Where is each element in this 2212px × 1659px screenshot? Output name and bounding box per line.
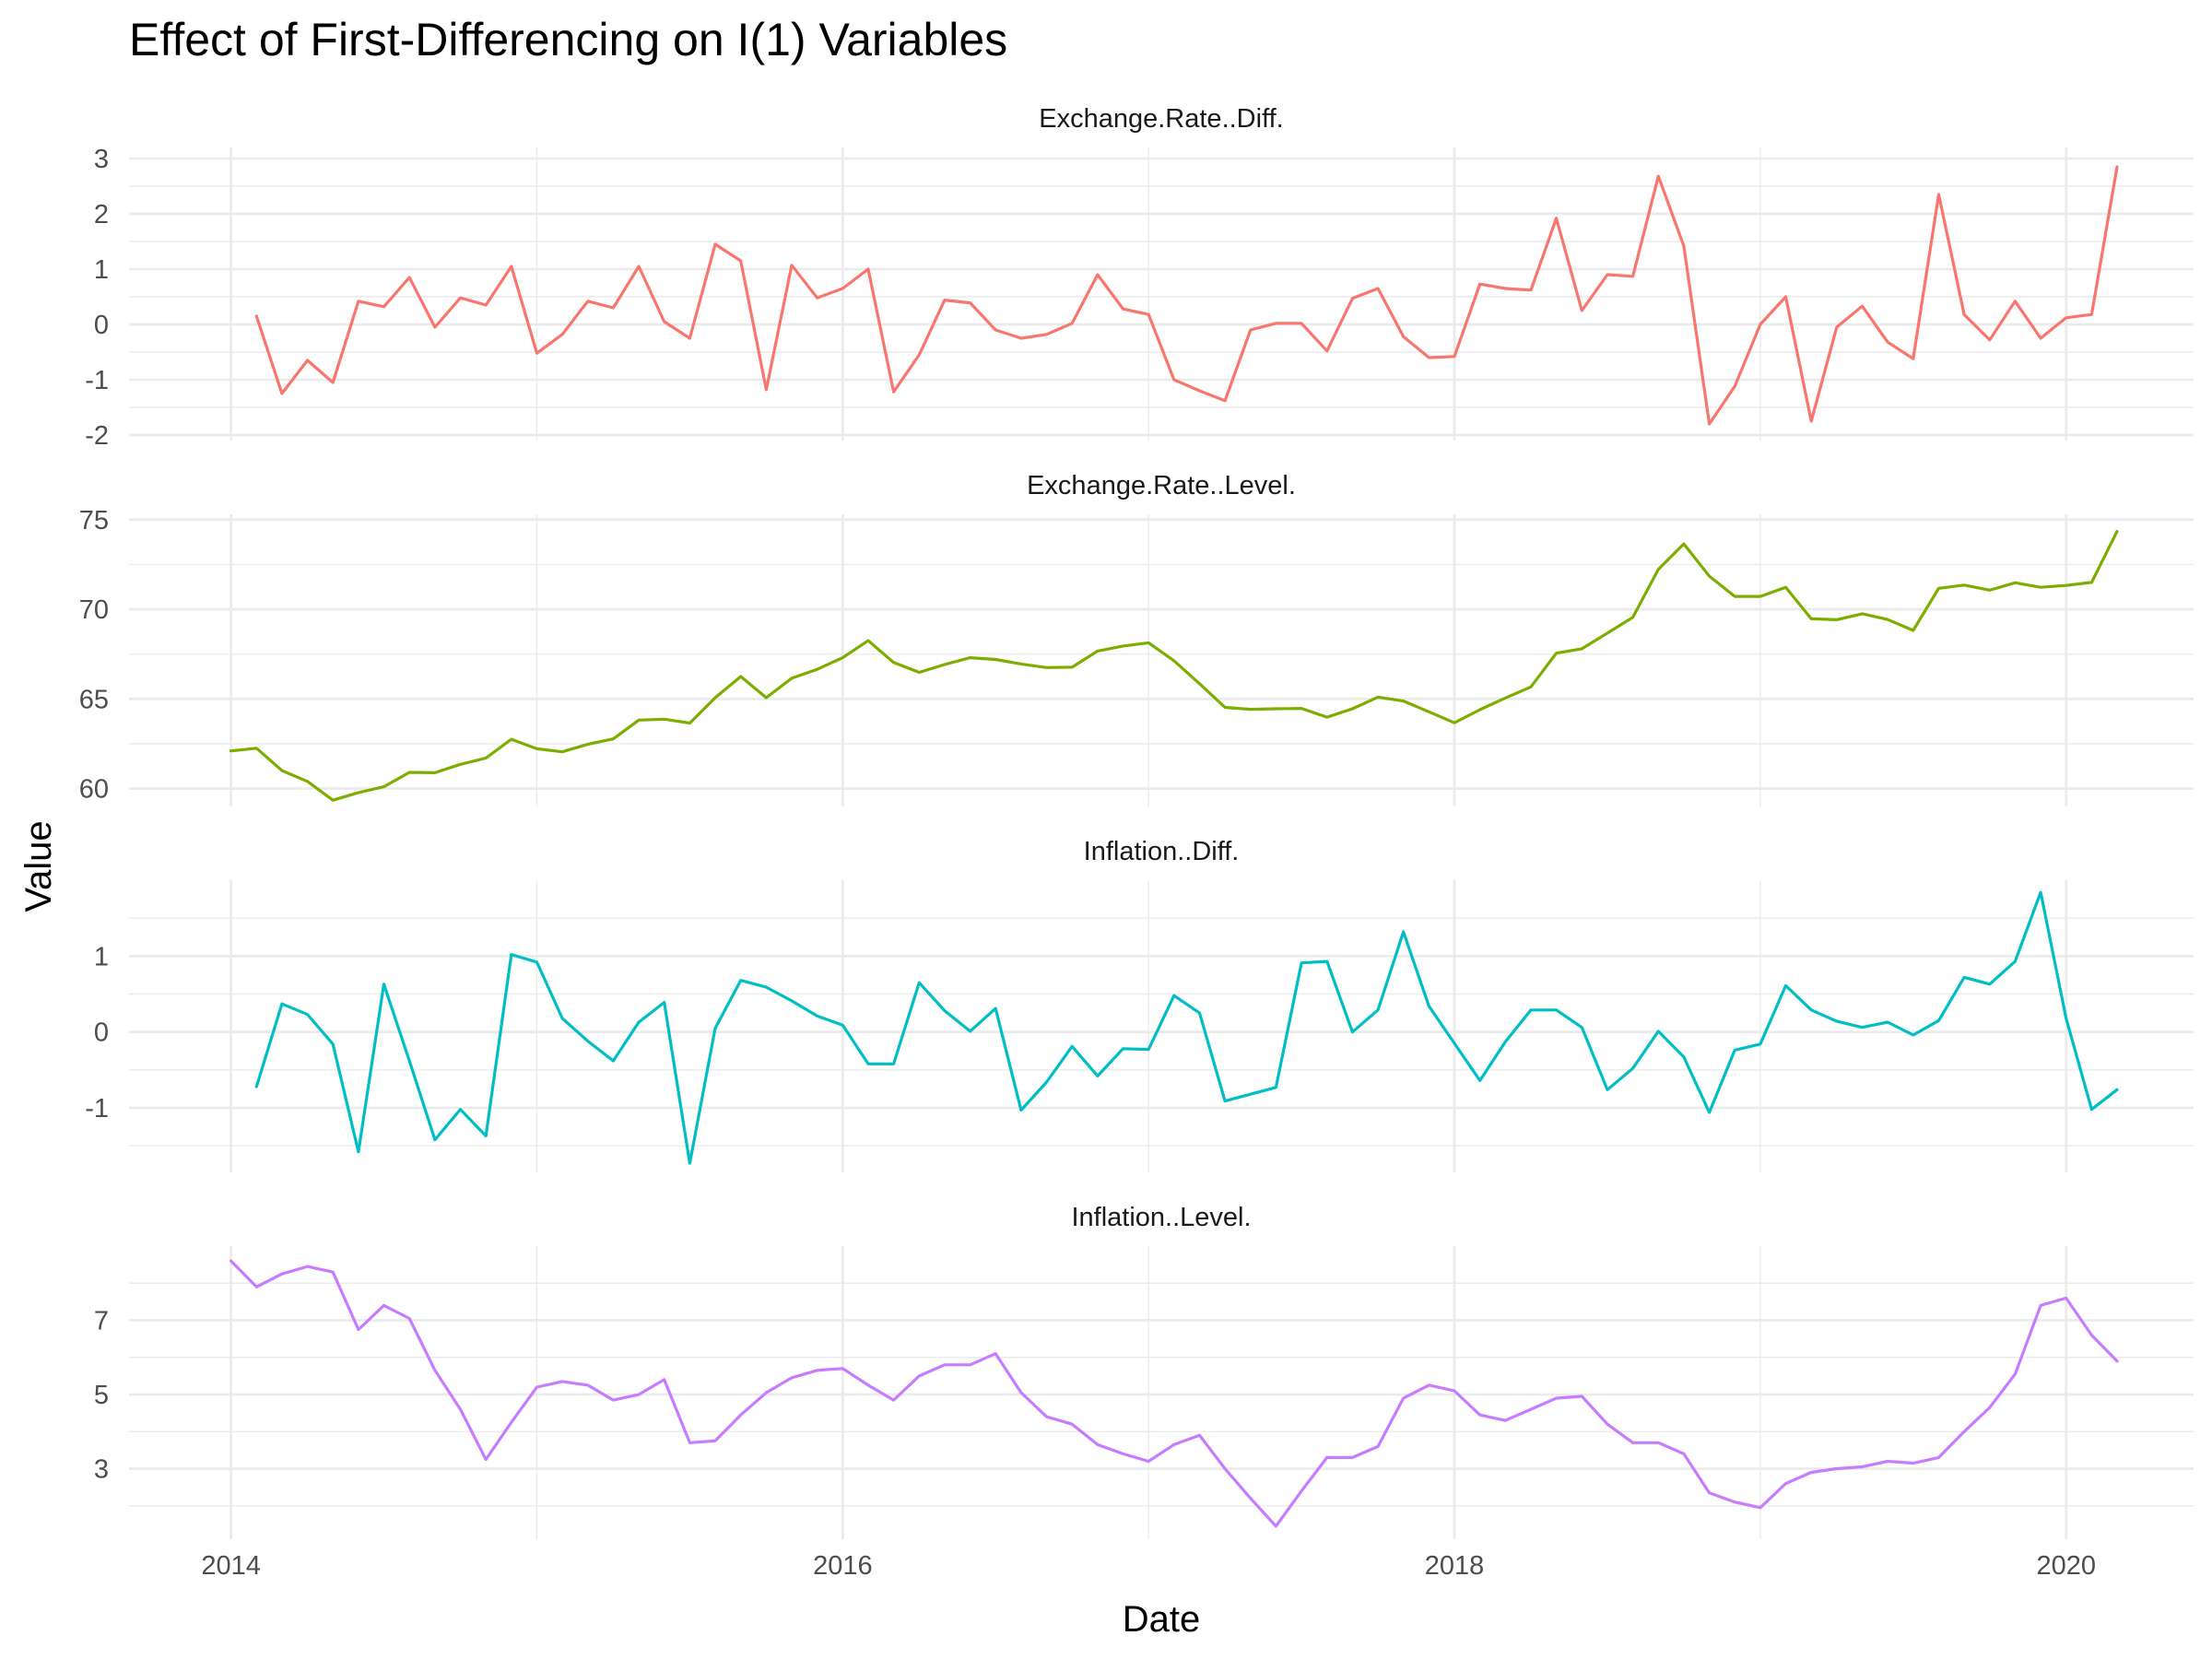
y-tick-label: -2 [85, 421, 109, 451]
x-axis: 2014 2016 2018 2020 [201, 1551, 2096, 1581]
y-tick-label: 70 [79, 595, 109, 625]
x-axis-label: Date [1123, 1599, 1201, 1640]
y-tick-label: 3 [94, 1455, 109, 1485]
y-axis-label: Value [18, 820, 59, 912]
facet-strip-label: Exchange.Rate..Diff. [1039, 104, 1283, 134]
facet-panels: Exchange.Rate..Diff.-2-10123Exchange.Rat… [79, 104, 2194, 1539]
y-tick-label: 75 [79, 506, 109, 535]
panel-2: Exchange.Rate..Level. 60 65 70 75 [79, 471, 2194, 806]
panel-3: Inflation..Diff. -1 0 1 [85, 837, 2194, 1172]
series-line-inflation-diff [254, 890, 2119, 1165]
facet-strip-label: Inflation..Diff. [1084, 837, 1240, 866]
chart-title: Effect of First-Differencing on I(1) Var… [129, 14, 1007, 65]
y-tick-label: 1 [94, 255, 109, 285]
x-tick-label: 2014 [201, 1551, 261, 1581]
y-tick-label: 7 [94, 1307, 109, 1336]
y-tick-label: 65 [79, 685, 109, 714]
y-tick-label: 0 [94, 1018, 109, 1048]
facet-strip-label: Inflation..Level. [1071, 1203, 1251, 1232]
x-tick-label: 2016 [813, 1551, 873, 1581]
panel-4: Inflation..Level. 3 5 7 [94, 1203, 2194, 1539]
x-tick-label: 2020 [2036, 1551, 2096, 1581]
y-tick-label: -1 [85, 366, 109, 395]
y-tick-label: -1 [85, 1094, 109, 1124]
y-tick-label: 0 [94, 311, 109, 340]
series-line-exchange-rate-level [229, 529, 2119, 802]
y-tick-label: 5 [94, 1381, 109, 1410]
series-line-exchange-rate-diff [254, 165, 2119, 426]
y-tick-label: 2 [94, 200, 109, 229]
facet-strip-label: Exchange.Rate..Level. [1027, 471, 1296, 500]
y-tick-label: 3 [94, 145, 109, 174]
y-tick-label: 60 [79, 775, 109, 805]
y-tick-label: 1 [94, 942, 109, 971]
series-line-inflation-level [229, 1259, 2119, 1528]
panel-1: Exchange.Rate..Diff. -2 -1 0 1 2 3 [85, 104, 2194, 451]
x-tick-label: 2018 [1425, 1551, 1485, 1581]
